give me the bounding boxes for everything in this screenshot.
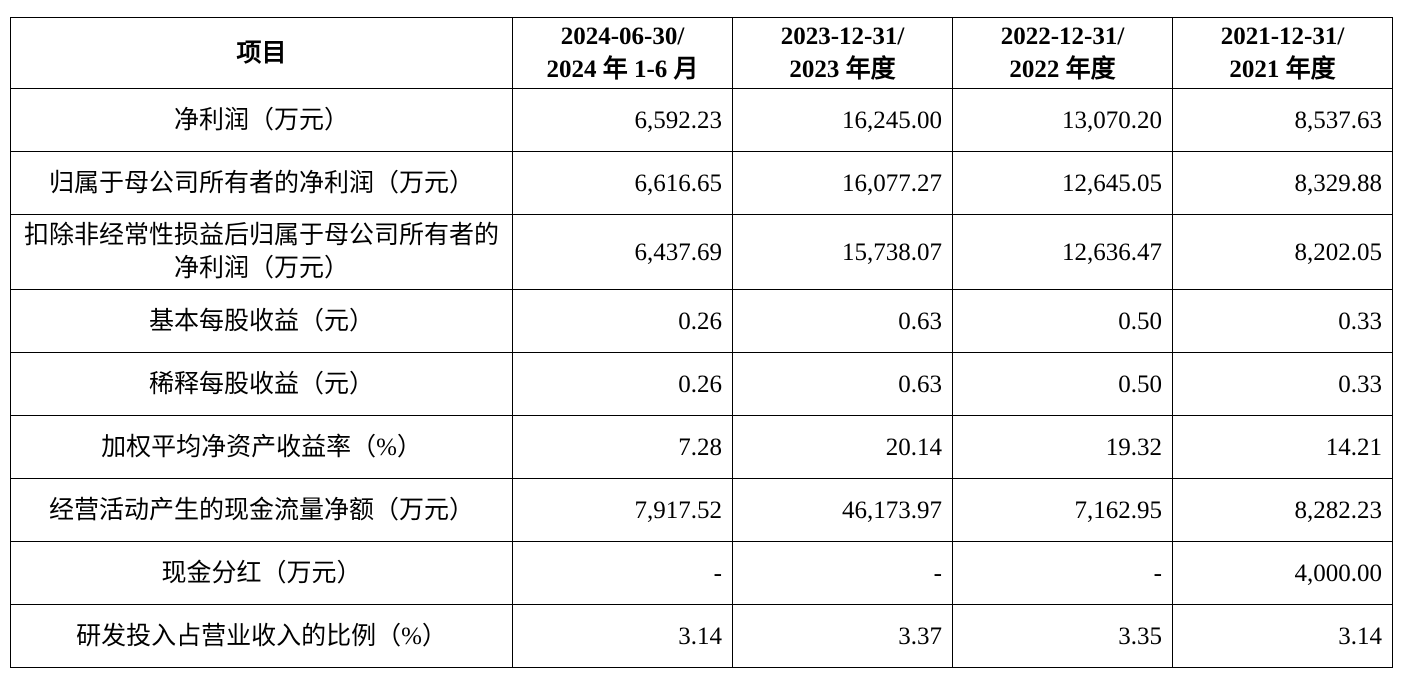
cell-value: 16,077.27 xyxy=(732,151,953,215)
row-label: 稀释每股收益（元） xyxy=(10,352,513,416)
row-label: 净利润（万元） xyxy=(10,88,513,152)
header-period-2023: 2023-12-31/ 2023 年度 xyxy=(732,17,953,89)
cell-value: 6,616.65 xyxy=(512,151,733,215)
cell-value: 19.32 xyxy=(952,415,1173,479)
cell-value: 7,917.52 xyxy=(512,478,733,542)
cell-value: - xyxy=(952,541,1173,605)
cell-value: 8,329.88 xyxy=(1172,151,1393,215)
cell-value: 12,645.05 xyxy=(952,151,1173,215)
header-period: 2021 年度 xyxy=(1229,56,1336,83)
header-period-2022: 2022-12-31/ 2022 年度 xyxy=(952,17,1173,89)
row-label: 基本每股收益（元） xyxy=(10,289,513,353)
cell-value: 3.37 xyxy=(732,604,953,668)
table-row: 扣除非经常性损益后归属于母公司所有者的净利润（万元） 6,437.69 15,7… xyxy=(10,214,1393,290)
table-row: 加权平均净资产收益率（%） 7.28 20.14 19.32 14.21 xyxy=(10,415,1393,479)
table-row: 稀释每股收益（元） 0.26 0.63 0.50 0.33 xyxy=(10,352,1393,416)
header-item: 项目 xyxy=(10,17,513,89)
financial-indicators-table: 项目 2024-06-30/ 2024 年 1-6 月 2023-12-31/ … xyxy=(10,17,1393,668)
header-date: 2022-12-31/ xyxy=(1000,23,1125,50)
row-label: 扣除非经常性损益后归属于母公司所有者的净利润（万元） xyxy=(10,214,513,290)
cell-value: 7,162.95 xyxy=(952,478,1173,542)
cell-value: 8,202.05 xyxy=(1172,214,1393,290)
table-row: 现金分红（万元） - - - 4,000.00 xyxy=(10,541,1393,605)
row-label: 归属于母公司所有者的净利润（万元） xyxy=(10,151,513,215)
cell-value: 13,070.20 xyxy=(952,88,1173,152)
header-period: 2024 年 1-6 月 xyxy=(546,56,699,83)
cell-value: 8,537.63 xyxy=(1172,88,1393,152)
cell-value: 20.14 xyxy=(732,415,953,479)
header-period-2021: 2021-12-31/ 2021 年度 xyxy=(1172,17,1393,89)
cell-value: 14.21 xyxy=(1172,415,1393,479)
cell-value: 0.50 xyxy=(952,289,1173,353)
cell-value: 15,738.07 xyxy=(732,214,953,290)
cell-value: 8,282.23 xyxy=(1172,478,1393,542)
cell-value: 46,173.97 xyxy=(732,478,953,542)
cell-value: 16,245.00 xyxy=(732,88,953,152)
table-row: 归属于母公司所有者的净利润（万元） 6,616.65 16,077.27 12,… xyxy=(10,151,1393,215)
header-period-2024h1: 2024-06-30/ 2024 年 1-6 月 xyxy=(512,17,733,89)
header-row: 项目 2024-06-30/ 2024 年 1-6 月 2023-12-31/ … xyxy=(10,17,1393,89)
table-row: 净利润（万元） 6,592.23 16,245.00 13,070.20 8,5… xyxy=(10,88,1393,152)
cell-value: 6,592.23 xyxy=(512,88,733,152)
row-label: 加权平均净资产收益率（%） xyxy=(10,415,513,479)
row-label: 经营活动产生的现金流量净额（万元） xyxy=(10,478,513,542)
cell-value: 6,437.69 xyxy=(512,214,733,290)
header-date: 2023-12-31/ xyxy=(780,23,905,50)
header-period: 2022 年度 xyxy=(1009,56,1116,83)
cell-value: 0.63 xyxy=(732,289,953,353)
cell-value: - xyxy=(732,541,953,605)
cell-value: 0.33 xyxy=(1172,289,1393,353)
cell-value: 4,000.00 xyxy=(1172,541,1393,605)
cell-value: - xyxy=(512,541,733,605)
row-label: 现金分红（万元） xyxy=(10,541,513,605)
table-row: 基本每股收益（元） 0.26 0.63 0.50 0.33 xyxy=(10,289,1393,353)
header-date: 2024-06-30/ xyxy=(560,23,685,50)
table-row: 经营活动产生的现金流量净额（万元） 7,917.52 46,173.97 7,1… xyxy=(10,478,1393,542)
cell-value: 0.50 xyxy=(952,352,1173,416)
cell-value: 0.33 xyxy=(1172,352,1393,416)
cell-value: 12,636.47 xyxy=(952,214,1173,290)
row-label: 研发投入占营业收入的比例（%） xyxy=(10,604,513,668)
cell-value: 3.14 xyxy=(1172,604,1393,668)
cell-value: 7.28 xyxy=(512,415,733,479)
cell-value: 0.63 xyxy=(732,352,953,416)
table-row: 研发投入占营业收入的比例（%） 3.14 3.37 3.35 3.14 xyxy=(10,604,1393,668)
cell-value: 0.26 xyxy=(512,289,733,353)
cell-value: 3.35 xyxy=(952,604,1173,668)
cell-value: 3.14 xyxy=(512,604,733,668)
header-period: 2023 年度 xyxy=(789,56,896,83)
cell-value: 0.26 xyxy=(512,352,733,416)
header-date: 2021-12-31/ xyxy=(1220,23,1345,50)
